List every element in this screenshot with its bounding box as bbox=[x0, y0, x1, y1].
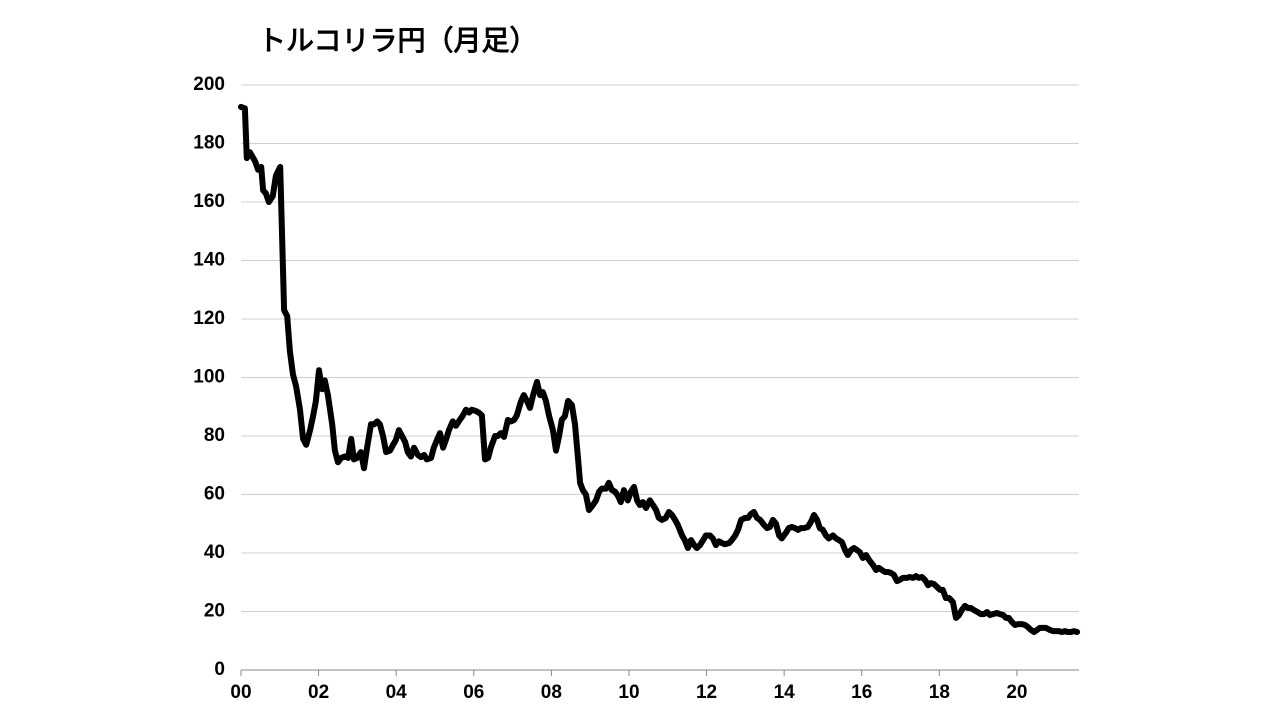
line bbox=[238, 103, 1081, 635]
y-tick-label: 160 bbox=[193, 191, 225, 212]
x-tick-label: 08 bbox=[541, 682, 562, 703]
chart-title: トルコリラ円（月足） bbox=[258, 24, 537, 57]
y-tick-label: 20 bbox=[204, 601, 225, 622]
y-tick-label: 40 bbox=[204, 542, 225, 563]
x-tick-label: 06 bbox=[463, 682, 484, 703]
x-tick-label: 02 bbox=[308, 682, 329, 703]
y-tick-label: 200 bbox=[193, 74, 225, 95]
y-tick-label: 0 bbox=[214, 659, 225, 680]
x-tick-label: 18 bbox=[929, 682, 950, 703]
y-tick-label: 140 bbox=[193, 250, 225, 271]
y-tick-label: 180 bbox=[193, 133, 225, 154]
x-tick-label: 20 bbox=[1006, 682, 1027, 703]
y-tick-label: 100 bbox=[193, 367, 225, 388]
y-tick-label: 60 bbox=[204, 484, 225, 505]
x-tick-label: 04 bbox=[386, 682, 408, 703]
y-tick-label: 80 bbox=[204, 425, 225, 446]
x-tick-label: 10 bbox=[618, 682, 639, 703]
x-tick-label: 14 bbox=[774, 682, 796, 703]
y-tick-label: 120 bbox=[193, 308, 225, 329]
x-tick-label: 12 bbox=[696, 682, 717, 703]
x-tick-label: 00 bbox=[230, 682, 251, 703]
x-tick-label: 16 bbox=[851, 682, 872, 703]
